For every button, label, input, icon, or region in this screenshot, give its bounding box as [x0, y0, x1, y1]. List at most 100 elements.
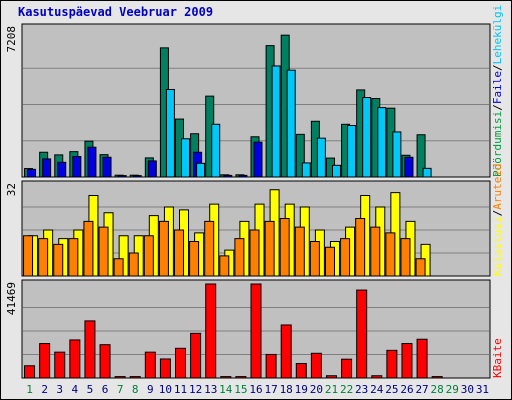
x-tick-label-day-18: 18 — [280, 383, 293, 396]
bar-aruteid-day-9 — [143, 235, 154, 277]
bar-aruteid-day-2 — [38, 238, 49, 277]
bar-faile-day-5 — [87, 146, 97, 178]
bar-kbaite-day-7 — [114, 376, 126, 379]
bar-aruteid-day-19 — [294, 226, 305, 277]
y-max-label-bottom: 41469 — [5, 282, 18, 315]
bar-faile-day-14 — [223, 174, 233, 178]
bar-aruteid-day-16 — [249, 229, 260, 277]
bar-kbaite-day-26 — [401, 343, 413, 379]
x-tick-label-day-30: 30 — [461, 383, 474, 396]
bar-lehek-lgi-day-17 — [271, 65, 281, 178]
bar-kbaite-day-6 — [99, 344, 111, 379]
x-tick-label-day-8: 8 — [132, 383, 139, 396]
bar-kbaite-day-9 — [144, 351, 156, 379]
legend-entry: Lehekülgi — [491, 5, 504, 65]
bar-kbaite-day-10 — [159, 358, 171, 379]
bar-aruteid-day-1 — [23, 235, 34, 277]
bar-faile-day-2 — [42, 158, 52, 178]
x-tick-label-day-15: 15 — [234, 383, 247, 396]
bar-kbaite-day-13 — [205, 283, 217, 379]
x-tick-label-day-22: 22 — [340, 383, 353, 396]
x-tick-label-day-6: 6 — [102, 383, 109, 396]
bar-aruteid-day-7 — [113, 258, 124, 277]
bar-lehek-lgi-day-10 — [165, 88, 175, 178]
legend-entry: Aruteid — [491, 163, 504, 209]
x-tick-label-day-10: 10 — [159, 383, 172, 396]
bar-aruteid-day-5 — [83, 220, 94, 277]
x-tick-label-day-16: 16 — [249, 383, 262, 396]
bar-faile-day-15 — [238, 174, 248, 178]
bar-kbaite-day-8 — [129, 376, 141, 379]
bar-lehek-lgi-day-13 — [211, 123, 221, 178]
bar-aruteid-day-3 — [53, 243, 64, 277]
legend-separator: / — [491, 210, 504, 217]
x-tick-label-day-9: 9 — [147, 383, 154, 396]
x-tick-label-day-26: 26 — [400, 383, 413, 396]
bar-aruteid-day-14 — [219, 255, 230, 277]
bar-lehek-lgi-day-23 — [362, 97, 372, 178]
bar-aruteid-day-27 — [415, 258, 426, 277]
bar-kbaite-day-21 — [325, 375, 337, 379]
legend-separator: / — [491, 104, 504, 111]
bar-faile-day-4 — [72, 155, 82, 178]
bar-aruteid-day-11 — [174, 229, 185, 277]
bar-faile-day-3 — [57, 161, 67, 178]
x-tick-label-day-14: 14 — [219, 383, 233, 396]
bar-kbaite-day-5 — [84, 320, 96, 379]
legend-entry: Pöördumisi — [491, 111, 504, 177]
bar-p-rdumisi-day-19 — [295, 133, 305, 178]
bar-aruteid-day-6 — [98, 226, 109, 277]
x-tick-label-day-11: 11 — [174, 383, 187, 396]
bar-lehek-lgi-day-19 — [301, 162, 311, 178]
y-max-label-top: 7208 — [5, 26, 18, 53]
bar-faile-day-6 — [102, 156, 112, 178]
bar-aruteid-day-10 — [158, 220, 169, 277]
bar-faile-day-7 — [117, 175, 127, 178]
bar-faile-day-8 — [132, 175, 142, 178]
bar-aruteid-day-20 — [309, 241, 320, 277]
bar-kbaite-day-14 — [220, 376, 232, 379]
x-tick-label-day-28: 28 — [431, 383, 444, 396]
legend-entry: KBaite — [491, 338, 504, 378]
bar-aruteid-day-4 — [68, 238, 79, 277]
bar-kbaite-day-3 — [54, 351, 66, 379]
bar-aruteid-day-17 — [264, 220, 275, 277]
x-tick-label-day-17: 17 — [264, 383, 277, 396]
bar-aruteid-day-8 — [128, 252, 139, 277]
x-tick-label-day-31: 31 — [476, 383, 489, 396]
bar-aruteid-day-13 — [204, 220, 215, 277]
bar-kbaite-day-4 — [69, 339, 81, 379]
bar-kbaite-day-1 — [24, 365, 36, 379]
legend-bottom: KBaite — [491, 338, 504, 378]
legend-top: Pöördumisi/Faile/Lehekülgi — [491, 5, 504, 177]
y-max-label-middle: 32 — [5, 183, 18, 196]
x-tick-label-day-13: 13 — [204, 383, 217, 396]
bar-faile-day-26 — [404, 156, 414, 178]
bar-faile-day-16 — [253, 141, 263, 178]
x-tick-label-day-5: 5 — [87, 383, 94, 396]
bar-kbaite-day-15 — [235, 376, 247, 379]
bar-lehek-lgi-day-12 — [196, 162, 206, 178]
bar-kbaite-day-19 — [295, 362, 307, 379]
bar-aruteid-day-22 — [340, 238, 351, 277]
bar-kbaite-day-23 — [356, 289, 368, 379]
bar-lehek-lgi-day-25 — [392, 131, 402, 178]
bar-kbaite-day-28 — [431, 376, 443, 379]
bar-kbaite-day-17 — [265, 353, 277, 379]
bar-aruteid-day-18 — [279, 218, 290, 277]
legend-entry: Faile — [491, 71, 504, 104]
x-tick-label-day-29: 29 — [446, 383, 459, 396]
bar-aruteid-day-21 — [324, 246, 335, 277]
bar-aruteid-day-26 — [400, 238, 411, 277]
chart-title: Kasutuspäevad Veebruar 2009 — [18, 5, 214, 19]
bar-lehek-lgi-day-22 — [347, 125, 357, 178]
x-tick-label-day-20: 20 — [310, 383, 323, 396]
bar-kbaite-day-18 — [280, 324, 292, 379]
x-tick-label-day-23: 23 — [355, 383, 368, 396]
legend-middle: Külastusi/Aruteid — [491, 163, 504, 276]
bar-lehek-lgi-day-24 — [377, 107, 387, 178]
bar-kbaite-day-27 — [416, 338, 428, 379]
x-tick-label-day-27: 27 — [415, 383, 428, 396]
bar-faile-day-9 — [147, 160, 157, 178]
